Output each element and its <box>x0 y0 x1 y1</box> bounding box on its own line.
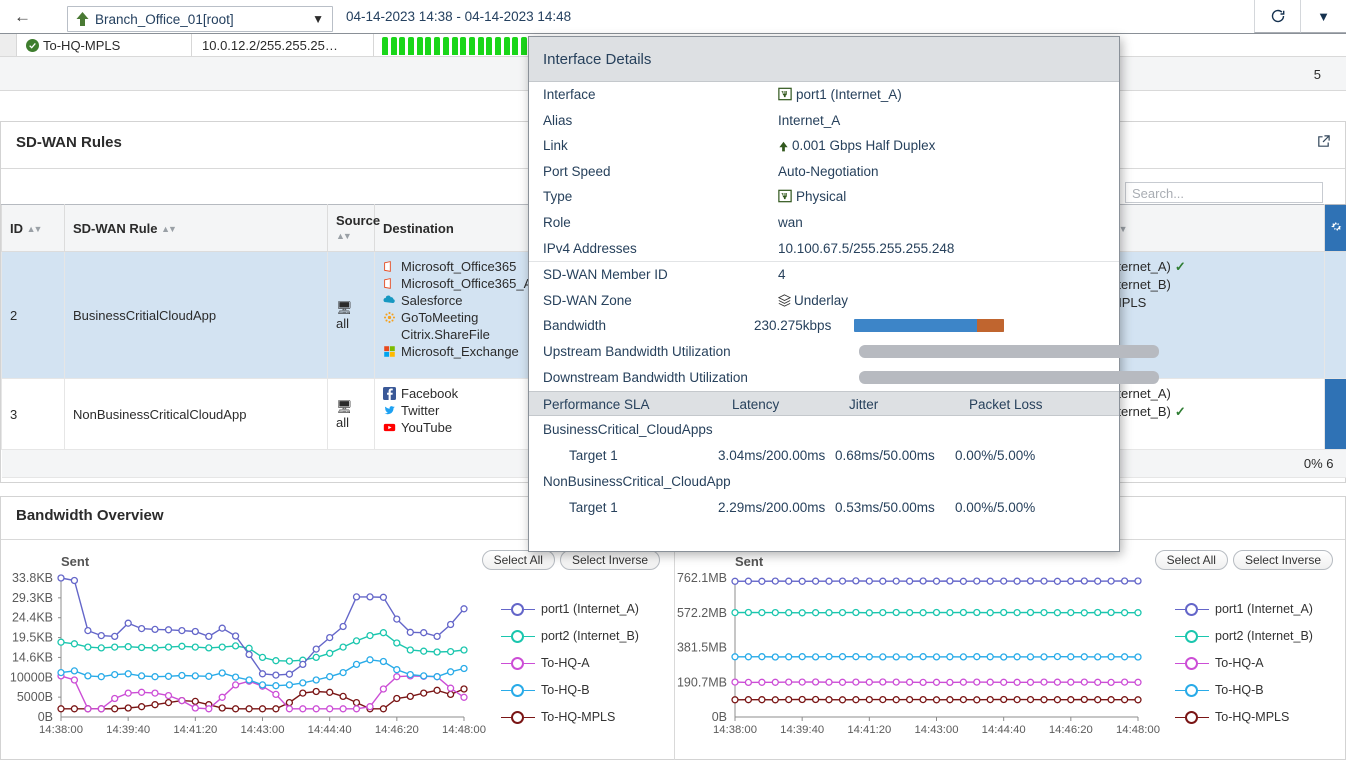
svg-text:14:46:20: 14:46:20 <box>375 724 419 736</box>
svg-text:5000B: 5000B <box>17 690 53 704</box>
svg-text:381.5MB: 381.5MB <box>677 641 727 655</box>
svg-text:14:43:00: 14:43:00 <box>241 724 285 736</box>
svg-text:29.3KB: 29.3KB <box>12 591 53 605</box>
svg-text:0B: 0B <box>712 710 727 724</box>
svg-text:14:43:00: 14:43:00 <box>915 724 959 736</box>
svg-text:10000B: 10000B <box>10 670 53 684</box>
svg-text:14:41:20: 14:41:20 <box>847 724 891 736</box>
svg-text:0B: 0B <box>38 710 53 724</box>
svg-text:14:39:40: 14:39:40 <box>780 724 824 736</box>
svg-text:14:41:20: 14:41:20 <box>173 724 217 736</box>
svg-text:14:39:40: 14:39:40 <box>106 724 150 736</box>
svg-text:14:48:00: 14:48:00 <box>442 724 486 736</box>
svg-text:14.6KB: 14.6KB <box>12 650 53 664</box>
svg-text:14:46:20: 14:46:20 <box>1049 724 1093 736</box>
svg-text:19.5KB: 19.5KB <box>12 631 53 645</box>
svg-text:14:44:40: 14:44:40 <box>982 724 1026 736</box>
svg-text:14:38:00: 14:38:00 <box>713 724 757 736</box>
svg-text:33.8KB: 33.8KB <box>12 571 53 585</box>
svg-text:14:44:40: 14:44:40 <box>308 724 352 736</box>
svg-text:14:38:00: 14:38:00 <box>39 724 83 736</box>
svg-text:14:48:00: 14:48:00 <box>1116 724 1160 736</box>
svg-text:572.2MB: 572.2MB <box>677 606 727 620</box>
svg-text:24.4KB: 24.4KB <box>12 611 53 625</box>
svg-text:190.7MB: 190.7MB <box>677 675 727 689</box>
svg-text:762.1MB: 762.1MB <box>677 571 727 585</box>
